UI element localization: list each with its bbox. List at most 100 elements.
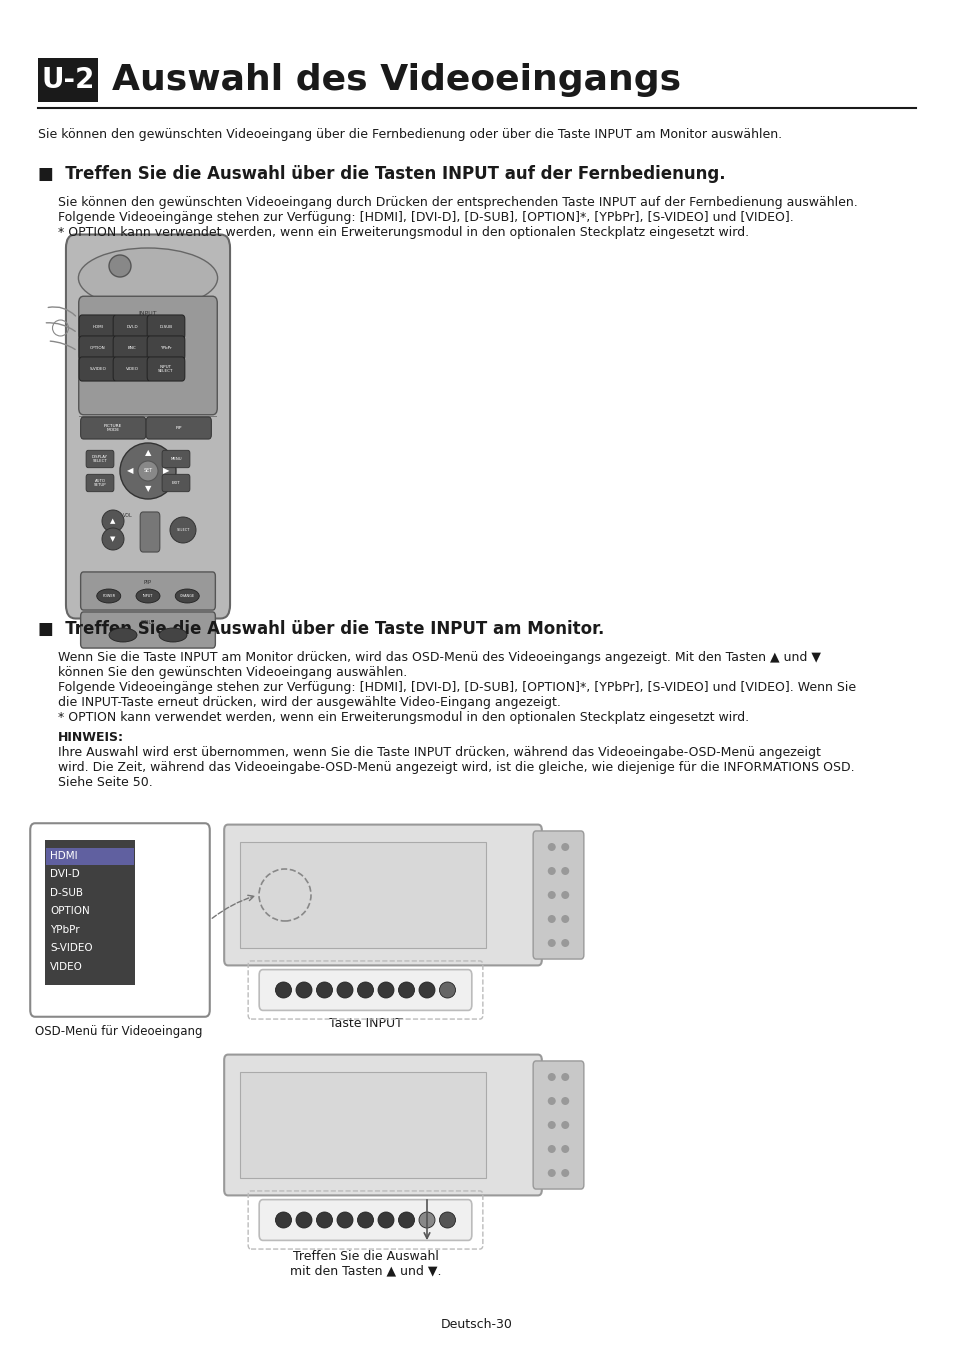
FancyBboxPatch shape — [81, 612, 215, 648]
FancyBboxPatch shape — [30, 824, 210, 1017]
Ellipse shape — [439, 1212, 455, 1228]
FancyBboxPatch shape — [224, 825, 541, 965]
Ellipse shape — [275, 981, 292, 998]
Ellipse shape — [159, 628, 187, 643]
Text: * OPTION kann verwendet werden, wenn ein Erweiterungsmodul in den optionalen Ste: * OPTION kann verwendet werden, wenn ein… — [58, 711, 748, 724]
Ellipse shape — [547, 915, 556, 923]
Bar — [240, 1072, 485, 1179]
Ellipse shape — [398, 1212, 414, 1228]
Bar — [240, 842, 485, 948]
Ellipse shape — [560, 1098, 569, 1106]
Ellipse shape — [560, 1120, 569, 1129]
Text: STILL: STILL — [141, 620, 155, 625]
Text: EXIT: EXIT — [172, 481, 180, 485]
Text: BNC: BNC — [128, 346, 136, 350]
Ellipse shape — [439, 981, 455, 998]
Bar — [45, 840, 135, 986]
Ellipse shape — [120, 443, 175, 500]
Text: SET: SET — [143, 468, 152, 474]
Text: INPUT
SELECT: INPUT SELECT — [158, 364, 173, 373]
Ellipse shape — [377, 1212, 394, 1228]
Ellipse shape — [295, 1212, 312, 1228]
Text: ▼: ▼ — [111, 536, 115, 541]
Text: CHANGE: CHANGE — [179, 594, 194, 598]
FancyBboxPatch shape — [113, 336, 151, 360]
Text: PIP: PIP — [144, 580, 152, 585]
Text: POWER: POWER — [102, 594, 115, 598]
Text: wird. Die Zeit, während das Videoeingabe-OSD-Menü angezeigt wird, ist die gleich: wird. Die Zeit, während das Videoeingabe… — [58, 761, 854, 774]
Text: S-VIDEO: S-VIDEO — [50, 944, 92, 953]
Text: U-2: U-2 — [41, 66, 94, 95]
FancyBboxPatch shape — [113, 356, 151, 381]
Text: DISPLAY
SELECT: DISPLAY SELECT — [91, 455, 108, 463]
Text: OPTION: OPTION — [50, 906, 90, 917]
FancyBboxPatch shape — [533, 832, 583, 958]
FancyBboxPatch shape — [533, 1061, 583, 1189]
Text: Deutsch-30: Deutsch-30 — [440, 1318, 513, 1331]
Text: MENU: MENU — [170, 458, 182, 460]
Ellipse shape — [78, 248, 217, 308]
Text: OPTION: OPTION — [91, 346, 106, 350]
Ellipse shape — [560, 842, 569, 850]
Text: HDMI: HDMI — [50, 850, 77, 861]
Ellipse shape — [316, 1212, 333, 1228]
FancyBboxPatch shape — [224, 1054, 541, 1195]
Text: VIDEO: VIDEO — [50, 961, 83, 972]
Text: Taste INPUT: Taste INPUT — [328, 1017, 402, 1030]
Text: mit den Tasten ▲ und ▼.: mit den Tasten ▲ und ▼. — [290, 1264, 441, 1277]
Text: Ihre Auswahl wird erst übernommen, wenn Sie die Taste INPUT drücken, während das: Ihre Auswahl wird erst übernommen, wenn … — [58, 747, 820, 759]
Ellipse shape — [275, 1212, 292, 1228]
Text: AUTO
SETUP: AUTO SETUP — [93, 479, 106, 487]
Ellipse shape — [138, 460, 158, 481]
FancyBboxPatch shape — [259, 969, 472, 1010]
Ellipse shape — [336, 981, 353, 998]
Text: YPbPr: YPbPr — [160, 346, 172, 350]
Text: HDMI: HDMI — [92, 325, 103, 329]
Bar — [46, 848, 133, 865]
Text: ◀: ◀ — [127, 467, 133, 475]
Ellipse shape — [547, 867, 556, 875]
Ellipse shape — [560, 1145, 569, 1153]
FancyBboxPatch shape — [146, 417, 212, 439]
Ellipse shape — [336, 1212, 353, 1228]
FancyBboxPatch shape — [140, 512, 160, 552]
Ellipse shape — [560, 915, 569, 923]
Ellipse shape — [547, 1145, 556, 1153]
Text: Siehe Seite 50.: Siehe Seite 50. — [58, 776, 152, 788]
Text: Wenn Sie die Taste INPUT am Monitor drücken, wird das OSD-Menü des Videoeingangs: Wenn Sie die Taste INPUT am Monitor drüc… — [58, 651, 821, 664]
Text: PICTURE
MODE: PICTURE MODE — [104, 424, 122, 432]
Ellipse shape — [102, 510, 124, 532]
Ellipse shape — [418, 981, 435, 998]
Ellipse shape — [398, 981, 414, 998]
Text: D-SUB: D-SUB — [159, 325, 172, 329]
Ellipse shape — [560, 891, 569, 899]
Ellipse shape — [316, 981, 333, 998]
Ellipse shape — [377, 981, 394, 998]
Text: ■  Treffen Sie die Auswahl über die Taste INPUT am Monitor.: ■ Treffen Sie die Auswahl über die Taste… — [38, 620, 604, 639]
Text: VOL: VOL — [123, 513, 132, 518]
Text: Treffen Sie die Auswahl: Treffen Sie die Auswahl — [293, 1250, 438, 1264]
Text: ▼: ▼ — [145, 485, 152, 494]
Ellipse shape — [560, 1073, 569, 1081]
Text: ■  Treffen Sie die Auswahl über die Tasten INPUT auf der Fernbedienung.: ■ Treffen Sie die Auswahl über die Taste… — [38, 165, 725, 184]
Text: ▲: ▲ — [145, 448, 152, 458]
FancyBboxPatch shape — [79, 336, 116, 360]
Text: * OPTION kann verwendet werden, wenn ein Erweiterungsmodul in den optionalen Ste: * OPTION kann verwendet werden, wenn ein… — [58, 225, 748, 239]
Text: können Sie den gewünschten Videoeingang auswählen.: können Sie den gewünschten Videoeingang … — [58, 666, 407, 679]
FancyBboxPatch shape — [79, 356, 116, 381]
FancyBboxPatch shape — [147, 336, 185, 360]
FancyBboxPatch shape — [86, 474, 113, 491]
Ellipse shape — [295, 981, 312, 998]
Ellipse shape — [109, 255, 131, 277]
Ellipse shape — [547, 1073, 556, 1081]
FancyBboxPatch shape — [79, 296, 217, 414]
Text: VIDEO: VIDEO — [126, 367, 138, 371]
FancyBboxPatch shape — [86, 451, 113, 467]
FancyBboxPatch shape — [81, 572, 215, 610]
Text: S-VIDEO: S-VIDEO — [90, 367, 107, 371]
Bar — [38, 58, 98, 103]
Text: DVI-D: DVI-D — [126, 325, 137, 329]
Text: ▶: ▶ — [163, 467, 169, 475]
FancyBboxPatch shape — [81, 417, 146, 439]
Text: INPUT: INPUT — [143, 594, 153, 598]
